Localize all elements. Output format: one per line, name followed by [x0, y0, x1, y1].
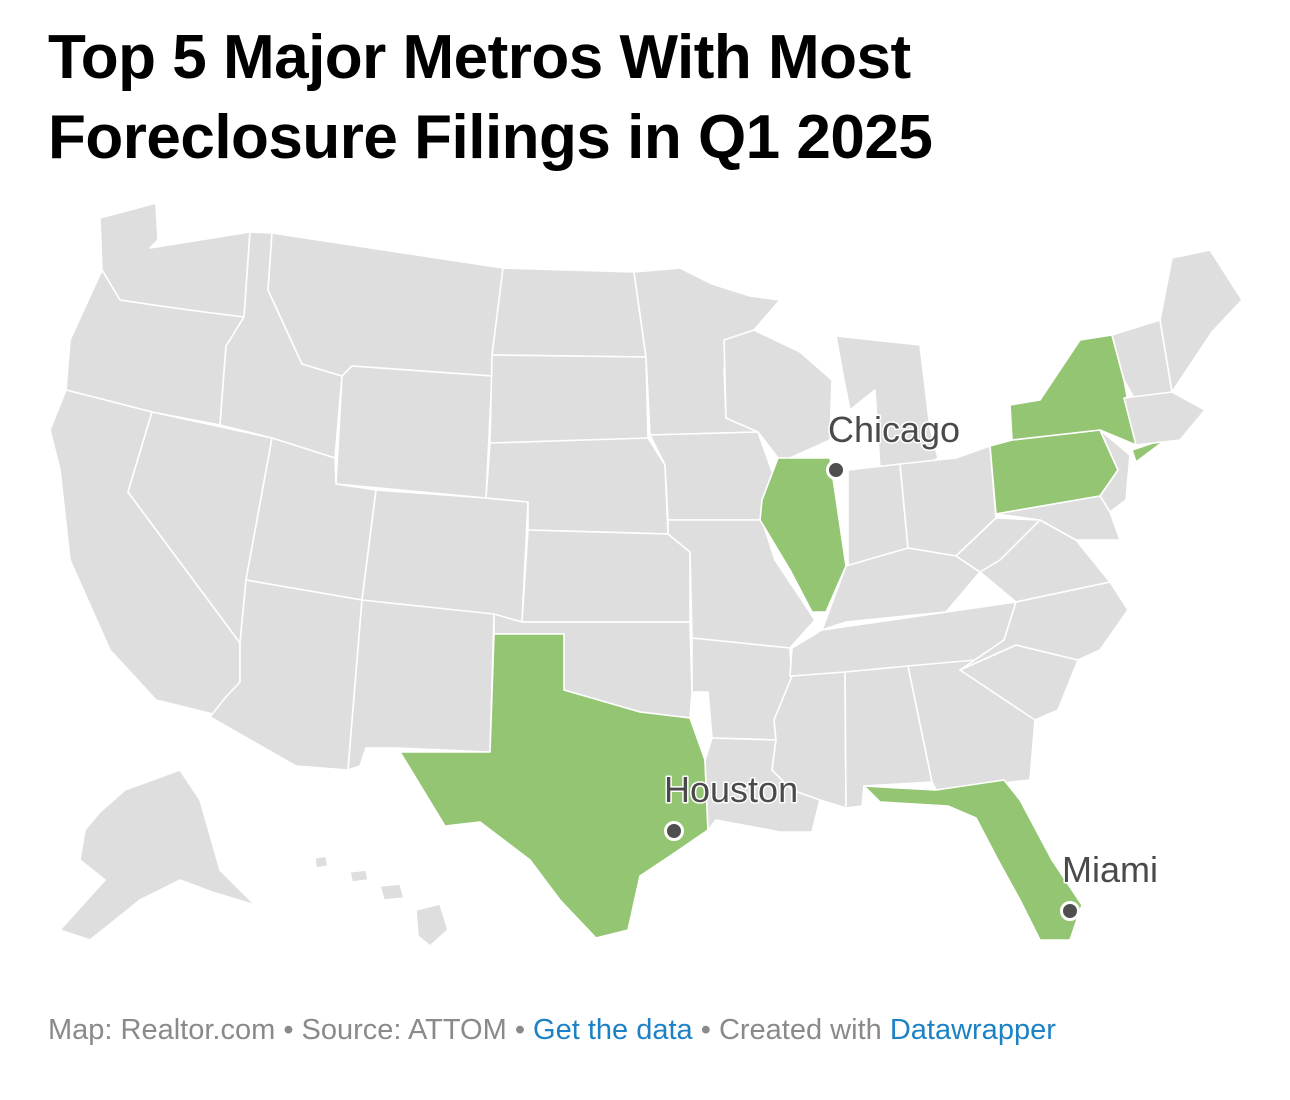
chicago-marker — [826, 460, 846, 480]
houston-label: Houston — [664, 769, 798, 810]
state-new-mexico — [347, 599, 495, 771]
map-credit: Map: Realtor.com — [48, 1014, 276, 1046]
state-west-virginia — [955, 517, 1041, 573]
datawrapper-link[interactable]: Datawrapper — [889, 1014, 1056, 1046]
get-the-data-link[interactable]: Get the data — [533, 1014, 693, 1046]
miami-label: Miami — [1062, 849, 1158, 890]
source-credit: Source: ATTOM — [301, 1014, 507, 1046]
state-maine — [1159, 249, 1243, 393]
created-with-text: Created with — [718, 1014, 882, 1046]
state-wisconsin — [723, 329, 833, 459]
footer-separator: • — [514, 1014, 525, 1046]
city-markers: Chicago Houston Miami — [663, 408, 1160, 921]
footer-separator: • — [700, 1014, 711, 1046]
map-title: Top 5 Major Metros With Most Foreclosure… — [48, 23, 933, 172]
state-hawaii — [314, 855, 449, 947]
state-shapes — [49, 202, 1243, 947]
chicago-label: Chicago — [828, 409, 960, 450]
state-florida — [863, 779, 1083, 941]
us-state-map: Chicago Houston Miami — [49, 202, 1243, 947]
houston-marker — [664, 821, 684, 841]
footer-separator: • — [283, 1014, 294, 1046]
state-illinois — [759, 457, 847, 613]
state-texas — [399, 633, 709, 939]
state-colorado — [361, 489, 529, 623]
state-kansas — [521, 529, 691, 623]
state-iowa — [649, 431, 779, 521]
state-wyoming — [335, 365, 493, 499]
state-north-dakota — [491, 267, 647, 358]
state-maryland-delaware — [995, 495, 1121, 541]
state-alaska — [59, 769, 256, 941]
state-montana — [267, 232, 504, 377]
footer: Map: Realtor.com • Source: ATTOM • Get t… — [48, 1014, 1056, 1047]
miami-marker — [1060, 901, 1080, 921]
state-massachusetts-ct-ri — [1123, 391, 1206, 446]
